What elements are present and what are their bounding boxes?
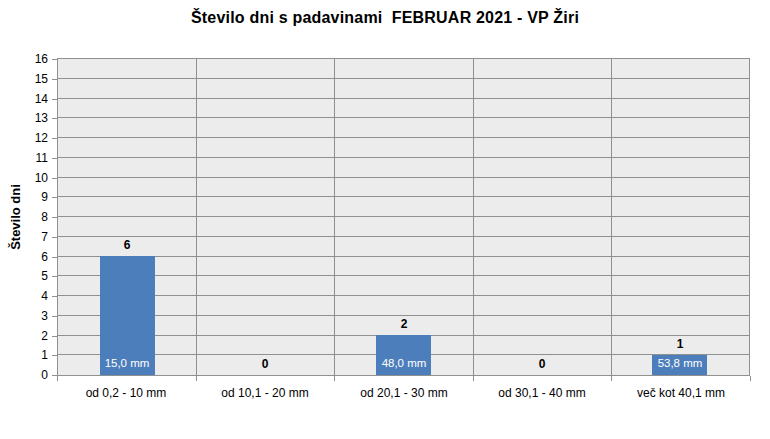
y-tick-mark [52,336,57,337]
y-tick-label: 7 [0,229,48,245]
bar-value-label: 0 [512,357,572,371]
x-tick-mark [57,376,58,381]
gridline-vertical [473,59,474,375]
bar-value-label: 2 [374,317,434,331]
gridline-vertical [334,59,335,375]
x-category-label: od 10,1 - 20 mm [196,386,334,401]
y-tick-label: 6 [0,249,48,265]
x-category-label: od 30,1 - 40 mm [473,386,611,401]
gridline-horizontal [58,157,749,158]
gridline-horizontal [58,137,749,138]
y-tick-mark [52,316,57,317]
y-tick-mark [52,99,57,100]
chart-title: Število dni s padavinami FEBRUAR 2021 - … [0,9,770,27]
gridline-horizontal [58,275,749,276]
bar-inside-label: 15,0 mm [92,356,162,370]
x-tick-mark [334,376,335,381]
y-tick-mark [52,197,57,198]
gridline-horizontal [58,216,749,217]
y-tick-mark [52,355,57,356]
y-tick-mark [52,276,57,277]
y-tick-label: 10 [0,170,48,186]
x-category-label: več kot 40,1 mm [612,386,750,401]
y-tick-label: 9 [0,189,48,205]
y-tick-label: 14 [0,91,48,107]
y-tick-mark [52,178,57,179]
y-tick-label: 5 [0,268,48,284]
y-tick-label: 0 [0,367,48,383]
x-category-label: od 0,2 - 10 mm [57,386,195,401]
gridline-horizontal [58,256,749,257]
gridline-vertical [611,59,612,375]
y-tick-label: 15 [0,71,48,87]
y-tick-label: 8 [0,209,48,225]
y-tick-mark [52,296,57,297]
x-tick-mark [611,376,612,381]
y-tick-mark [52,79,57,80]
gridline-horizontal [58,78,749,79]
y-tick-label: 12 [0,130,48,146]
gridline-horizontal [58,295,749,296]
y-tick-label: 4 [0,288,48,304]
y-tick-label: 11 [0,150,48,166]
y-tick-mark [52,138,57,139]
y-tick-label: 2 [0,328,48,344]
bar-inside-label: 48,0 mm [369,356,439,370]
gridline-vertical [196,59,197,375]
bar-chart: Število dni s padavinami FEBRUAR 2021 - … [0,0,770,439]
y-tick-mark [52,118,57,119]
gridline-horizontal [58,98,749,99]
y-tick-label: 3 [0,308,48,324]
gridline-horizontal [58,177,749,178]
y-tick-mark [52,158,57,159]
gridline-horizontal [58,117,749,118]
bar-inside-label: 53,8 mm [645,356,715,370]
y-tick-mark [52,237,57,238]
bar-value-label: 1 [650,337,710,351]
bar-value-label: 6 [97,238,157,252]
y-tick-label: 16 [0,51,48,67]
gridline-horizontal [58,315,749,316]
plot-area: 15,0 mm 6 0 48,0 mm 2 0 53,8 mm 1 [57,58,750,376]
x-tick-mark [473,376,474,381]
x-category-label: od 20,1 - 30 mm [335,386,473,401]
x-tick-mark [750,376,751,381]
y-tick-mark [52,257,57,258]
y-tick-mark [52,217,57,218]
y-tick-label: 1 [0,347,48,363]
x-tick-mark [196,376,197,381]
gridline-horizontal [58,236,749,237]
y-tick-label: 13 [0,110,48,126]
bar-value-label: 0 [235,357,295,371]
gridline-horizontal [58,196,749,197]
y-tick-mark [52,59,57,60]
